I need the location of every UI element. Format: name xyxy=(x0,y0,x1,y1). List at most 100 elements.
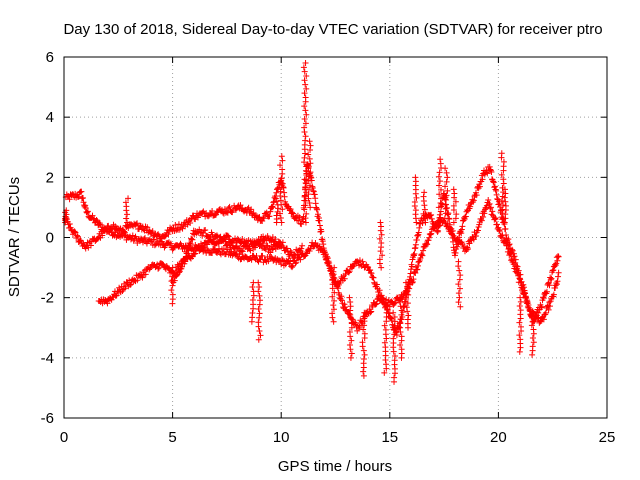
data-point xyxy=(256,284,263,291)
data-point xyxy=(552,285,559,292)
data-point xyxy=(330,302,337,309)
data-point xyxy=(162,233,169,240)
data-point xyxy=(302,94,309,101)
data-point xyxy=(331,264,338,271)
data-point xyxy=(378,231,385,238)
data-point xyxy=(123,215,130,222)
data-point xyxy=(127,236,134,243)
data-point xyxy=(368,270,375,277)
data-point xyxy=(555,253,562,260)
data-point xyxy=(324,253,331,260)
data-point xyxy=(361,334,368,341)
data-point xyxy=(456,276,463,283)
data-point xyxy=(390,309,397,316)
data-point xyxy=(506,241,513,248)
data-point xyxy=(487,167,494,174)
data-point xyxy=(263,209,270,216)
data-point xyxy=(321,249,328,256)
data-point xyxy=(250,305,257,312)
data-point xyxy=(338,293,345,300)
data-point xyxy=(220,245,227,252)
data-point xyxy=(302,137,309,144)
data-point xyxy=(517,294,524,301)
data-point xyxy=(300,64,307,71)
data-point xyxy=(215,239,222,246)
data-point xyxy=(360,368,367,375)
data-point xyxy=(169,264,176,271)
data-point xyxy=(505,236,512,243)
data-point xyxy=(307,182,314,189)
data-point xyxy=(139,274,146,281)
data-point xyxy=(502,198,509,205)
data-point xyxy=(521,287,528,294)
data-point xyxy=(269,246,276,253)
data-point xyxy=(373,281,380,288)
data-point xyxy=(459,223,466,230)
data-point xyxy=(355,325,362,332)
data-point xyxy=(386,310,393,317)
data-point xyxy=(261,215,268,222)
data-point xyxy=(409,263,416,270)
data-point xyxy=(402,279,409,286)
data-point xyxy=(485,196,492,203)
data-point xyxy=(302,184,309,191)
y-tick-labels: -6 -4 -2 0 2 4 6 xyxy=(41,49,54,427)
data-point xyxy=(547,276,554,283)
data-point xyxy=(175,221,182,228)
data-point xyxy=(530,339,537,346)
data-point xyxy=(142,271,149,278)
data-point xyxy=(316,222,323,229)
data-point xyxy=(376,287,383,294)
data-point xyxy=(423,240,430,247)
data-point xyxy=(490,178,497,185)
data-point xyxy=(526,304,533,311)
x-tick-label: 25 xyxy=(599,429,616,446)
data-point xyxy=(267,208,274,215)
data-point xyxy=(391,300,398,307)
data-point xyxy=(309,185,316,192)
data-point xyxy=(287,206,294,213)
y-tick-label: 6 xyxy=(46,49,54,66)
data-point xyxy=(275,184,282,191)
data-point xyxy=(281,193,288,200)
data-point xyxy=(489,208,496,215)
data-point xyxy=(368,308,375,315)
data-point xyxy=(273,189,280,196)
data-point xyxy=(421,189,428,196)
data-point xyxy=(490,179,497,186)
data-point xyxy=(517,271,524,278)
data-point xyxy=(172,221,179,228)
data-point xyxy=(421,206,428,213)
data-point xyxy=(393,331,400,338)
data-point xyxy=(279,166,286,173)
data-point xyxy=(443,192,450,199)
y-tick-label: 2 xyxy=(46,169,54,186)
data-point xyxy=(529,351,536,358)
data-point xyxy=(416,258,423,265)
data-point xyxy=(450,219,457,226)
data-point xyxy=(237,239,244,246)
data-point xyxy=(274,201,281,208)
data-point xyxy=(307,169,314,176)
data-point xyxy=(437,208,444,215)
data-point xyxy=(424,241,431,248)
data-point xyxy=(279,206,286,213)
data-point xyxy=(273,212,280,219)
data-point xyxy=(301,90,308,97)
data-point xyxy=(530,309,537,316)
data-point xyxy=(512,256,519,263)
data-point xyxy=(129,232,136,239)
data-point xyxy=(124,219,131,226)
data-point xyxy=(278,175,285,182)
data-point xyxy=(505,241,512,248)
data-point xyxy=(329,293,336,300)
data-point xyxy=(501,194,508,201)
data-point xyxy=(330,268,337,275)
data-point xyxy=(167,240,174,247)
data-point xyxy=(255,306,262,313)
data-point xyxy=(378,239,385,246)
y-axis-label: SDTVAR / TECUs xyxy=(6,177,23,297)
data-point xyxy=(404,300,411,307)
data-point xyxy=(289,210,296,217)
data-point xyxy=(420,210,427,217)
